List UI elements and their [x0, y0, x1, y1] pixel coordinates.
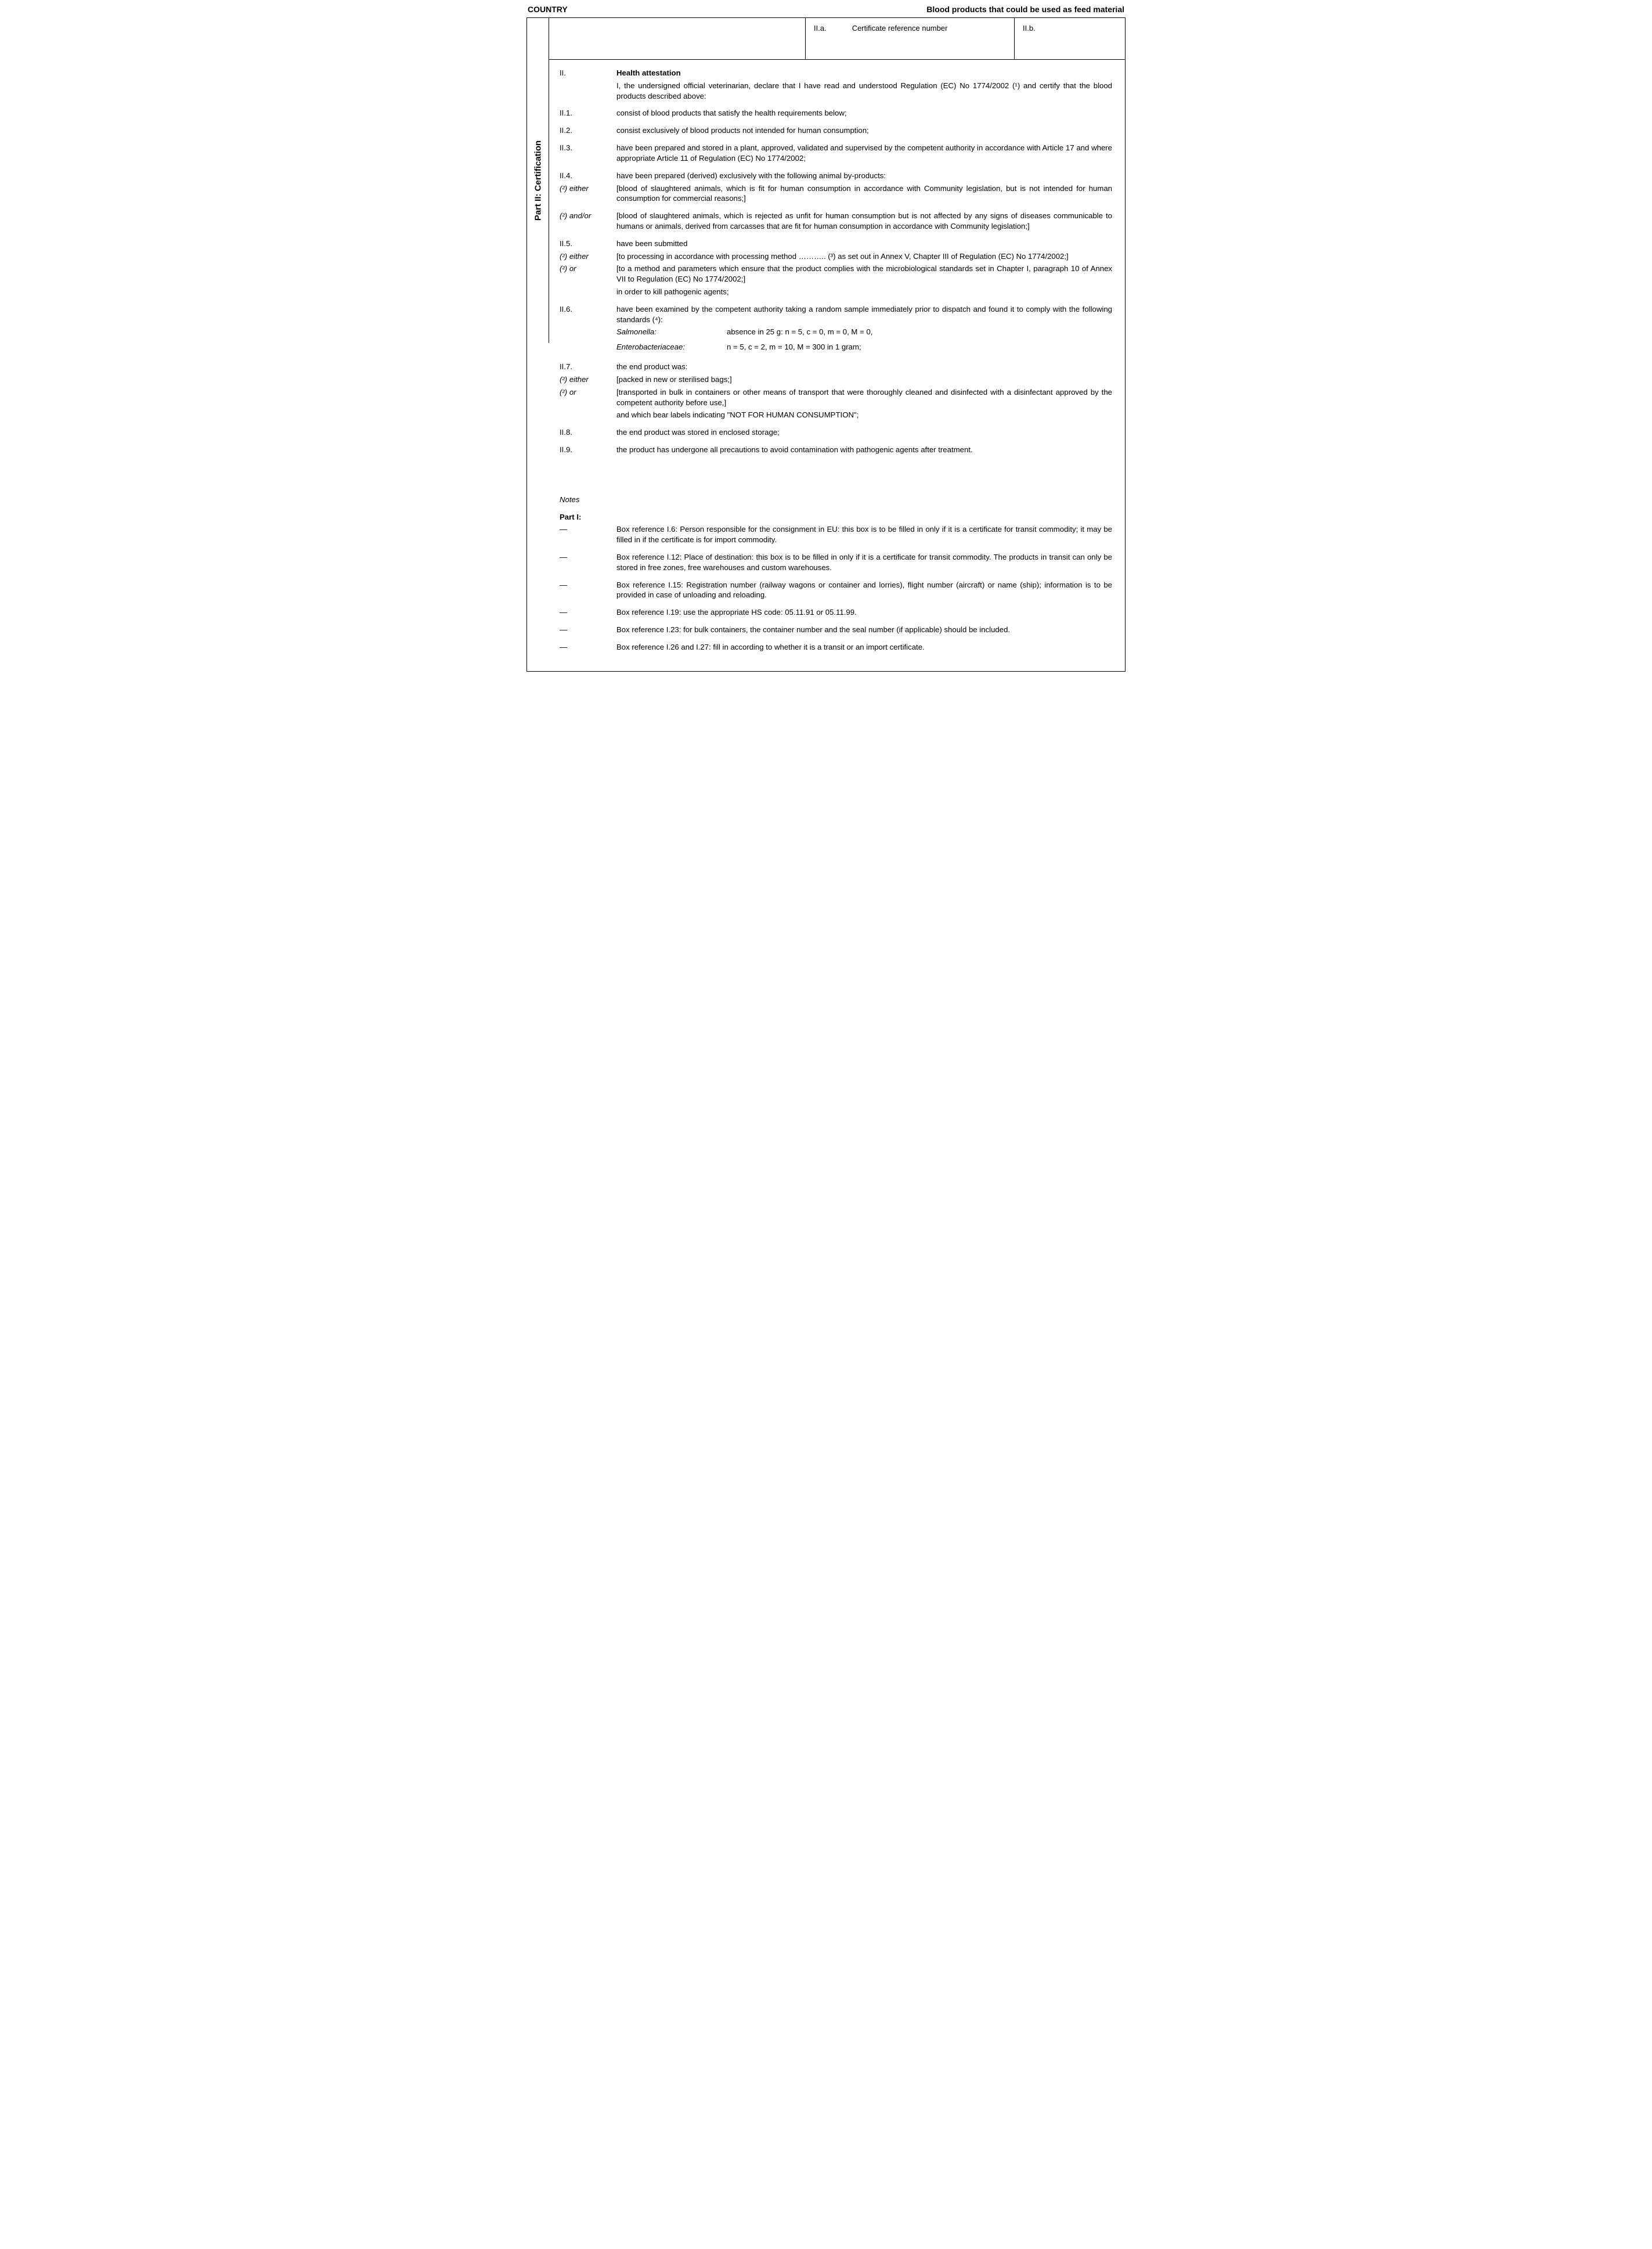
txt-ii3: have been prepared and stored in a plant…	[616, 143, 1112, 164]
bullet-4: —	[560, 607, 616, 618]
lbl-ii7-either: (²) either	[560, 374, 616, 385]
txt-ii5-either: [to processing in accordance with proces…	[616, 251, 1112, 262]
row-ii1: II.1. consist of blood products that sat…	[560, 108, 1112, 118]
entero-val: n = 5, c = 2, m = 10, M = 300 in 1 gram;	[727, 342, 1112, 352]
outer-frame: Part II: Certification II.a. Certificate…	[526, 17, 1126, 672]
row-ii7: II.7. the end product was:	[560, 362, 1112, 372]
title-ii: Health attestation	[616, 68, 1112, 78]
notes-title: Notes	[560, 495, 616, 505]
note-3: — Box reference I.15: Registration numbe…	[560, 580, 1112, 601]
row-ii7-either: (²) either [packed in new or sterilised …	[560, 374, 1112, 385]
row-ii2: II.2. consist exclusively of blood produ…	[560, 125, 1112, 136]
row-ii5: II.5. have been submitted	[560, 239, 1112, 249]
main-area: II.a. Certificate reference number II.b.…	[549, 18, 1125, 671]
ref-box-b: II.b.	[1015, 18, 1125, 59]
entero-label: Enterobacteriaceae:	[616, 342, 727, 352]
txt-ii6: have been examined by the competent auth…	[616, 304, 1112, 325]
top-header: COUNTRY Blood products that could be use…	[526, 5, 1126, 17]
row-ii: II. Health attestation	[560, 68, 1112, 78]
num-ii1: II.1.	[560, 108, 616, 118]
lbl-ii7-or: (²) or	[560, 387, 616, 408]
row-ii4-andor: (²) and/or [blood of slaughtered animals…	[560, 211, 1112, 232]
num-ii6: II.6.	[560, 304, 616, 325]
bullet-2: —	[560, 552, 616, 573]
txt-ii5: have been submitted	[616, 239, 1112, 249]
num-ii: II.	[560, 68, 616, 78]
content: II. Health attestation I, the undersigne…	[549, 60, 1125, 671]
num-ii8: II.8.	[560, 427, 616, 438]
note-2: — Box reference I.12: Place of destinati…	[560, 552, 1112, 573]
row-ii3: II.3. have been prepared and stored in a…	[560, 143, 1112, 164]
lbl-ii4-andor: (²) and/or	[560, 211, 616, 232]
num-ii2: II.2.	[560, 125, 616, 136]
row-ii4-either: (²) either [blood of slaughtered animals…	[560, 183, 1112, 204]
txt-ii9: the product has undergone all precaution…	[616, 445, 1112, 455]
ref-box-a: II.a. Certificate reference number	[806, 18, 1015, 59]
note-6-text: Box reference I.26 and I.27: fill in acc…	[616, 642, 1112, 653]
num-ii9: II.9.	[560, 445, 616, 455]
row-ii5-either: (²) either [to processing in accordance …	[560, 251, 1112, 262]
txt-ii4-andor: [blood of slaughtered animals, which is …	[616, 211, 1112, 232]
txt-ii7-or: [transported in bulk in containers or ot…	[616, 387, 1112, 408]
row-ii6-entero: Enterobacteriaceae: n = 5, c = 2, m = 10…	[560, 342, 1112, 355]
lbl-ii5-or: (²) or	[560, 264, 616, 284]
side-tab-label: Part II: Certification	[533, 140, 543, 221]
row-ii4: II.4. have been prepared (derived) exclu…	[560, 171, 1112, 181]
intro-ii: I, the undersigned official veterinarian…	[616, 81, 1112, 102]
page-container: COUNTRY Blood products that could be use…	[524, 0, 1128, 676]
note-5: — Box reference I.23: for bulk container…	[560, 625, 1112, 635]
row-ii5-trailing: in order to kill pathogenic agents;	[560, 287, 1112, 297]
lbl-ii4-either: (²) either	[560, 183, 616, 204]
num-ii4: II.4.	[560, 171, 616, 181]
bullet-3: —	[560, 580, 616, 601]
row-ii7-trailing: and which bear labels indicating "NOT FO…	[560, 410, 1112, 420]
txt-ii5-trailing: in order to kill pathogenic agents;	[616, 287, 1112, 297]
num-ii5: II.5.	[560, 239, 616, 249]
bullet-5: —	[560, 625, 616, 635]
txt-ii7-either: [packed in new or sterilised bags;]	[616, 374, 1112, 385]
txt-ii4-either: [blood of slaughtered animals, which is …	[616, 183, 1112, 204]
salmonella-val: absence in 25 g: n = 5, c = 0, m = 0, M …	[727, 327, 1112, 337]
note-4: — Box reference I.19: use the appropriat…	[560, 607, 1112, 618]
txt-ii8: the end product was stored in enclosed s…	[616, 427, 1112, 438]
row-notes: Notes	[560, 495, 1112, 505]
ref-a-text: Certificate reference number	[852, 24, 948, 53]
header-left: COUNTRY	[528, 5, 568, 14]
txt-ii4: have been prepared (derived) exclusively…	[616, 171, 1112, 181]
row-ii9: II.9. the product has undergone all prec…	[560, 445, 1112, 455]
txt-ii1: consist of blood products that satisfy t…	[616, 108, 1112, 118]
note-6: — Box reference I.26 and I.27: fill in a…	[560, 642, 1112, 653]
header-right: Blood products that could be used as fee…	[926, 5, 1124, 14]
note-1: — Box reference I.6: Person responsible …	[560, 524, 1112, 545]
row-ii-intro: I, the undersigned official veterinarian…	[560, 81, 1112, 102]
salmonella-label: Salmonella:	[616, 327, 727, 337]
note-1-text: Box reference I.6: Person responsible fo…	[616, 524, 1112, 545]
txt-ii2: consist exclusively of blood products no…	[616, 125, 1112, 136]
reference-row: II.a. Certificate reference number II.b.	[549, 18, 1125, 60]
row-ii6-salmonella: Salmonella: absence in 25 g: n = 5, c = …	[560, 327, 1112, 340]
note-3-text: Box reference I.15: Registration number …	[616, 580, 1112, 601]
bullet-6: —	[560, 642, 616, 653]
row-part1: Part I:	[560, 512, 1112, 522]
row-ii5-or: (²) or [to a method and parameters which…	[560, 264, 1112, 284]
part1-title: Part I:	[560, 512, 616, 522]
side-tab: Part II: Certification	[527, 18, 549, 343]
row-ii8: II.8. the end product was stored in encl…	[560, 427, 1112, 438]
txt-ii7: the end product was:	[616, 362, 1112, 372]
ref-spacer	[549, 18, 806, 59]
bullet-1: —	[560, 524, 616, 545]
txt-ii5-or: [to a method and parameters which ensure…	[616, 264, 1112, 284]
ref-b-num: II.b.	[1023, 24, 1036, 33]
num-ii7: II.7.	[560, 362, 616, 372]
row-ii7-or: (²) or [transported in bulk in container…	[560, 387, 1112, 408]
lbl-ii5-either: (²) either	[560, 251, 616, 262]
note-4-text: Box reference I.19: use the appropriate …	[616, 607, 1112, 618]
ref-a-num: II.a.	[814, 24, 827, 53]
txt-ii7-trailing: and which bear labels indicating "NOT FO…	[616, 410, 1112, 420]
row-ii6: II.6. have been examined by the competen…	[560, 304, 1112, 325]
num-ii3: II.3.	[560, 143, 616, 164]
note-5-text: Box reference I.23: for bulk containers,…	[616, 625, 1112, 635]
note-2-text: Box reference I.12: Place of destination…	[616, 552, 1112, 573]
